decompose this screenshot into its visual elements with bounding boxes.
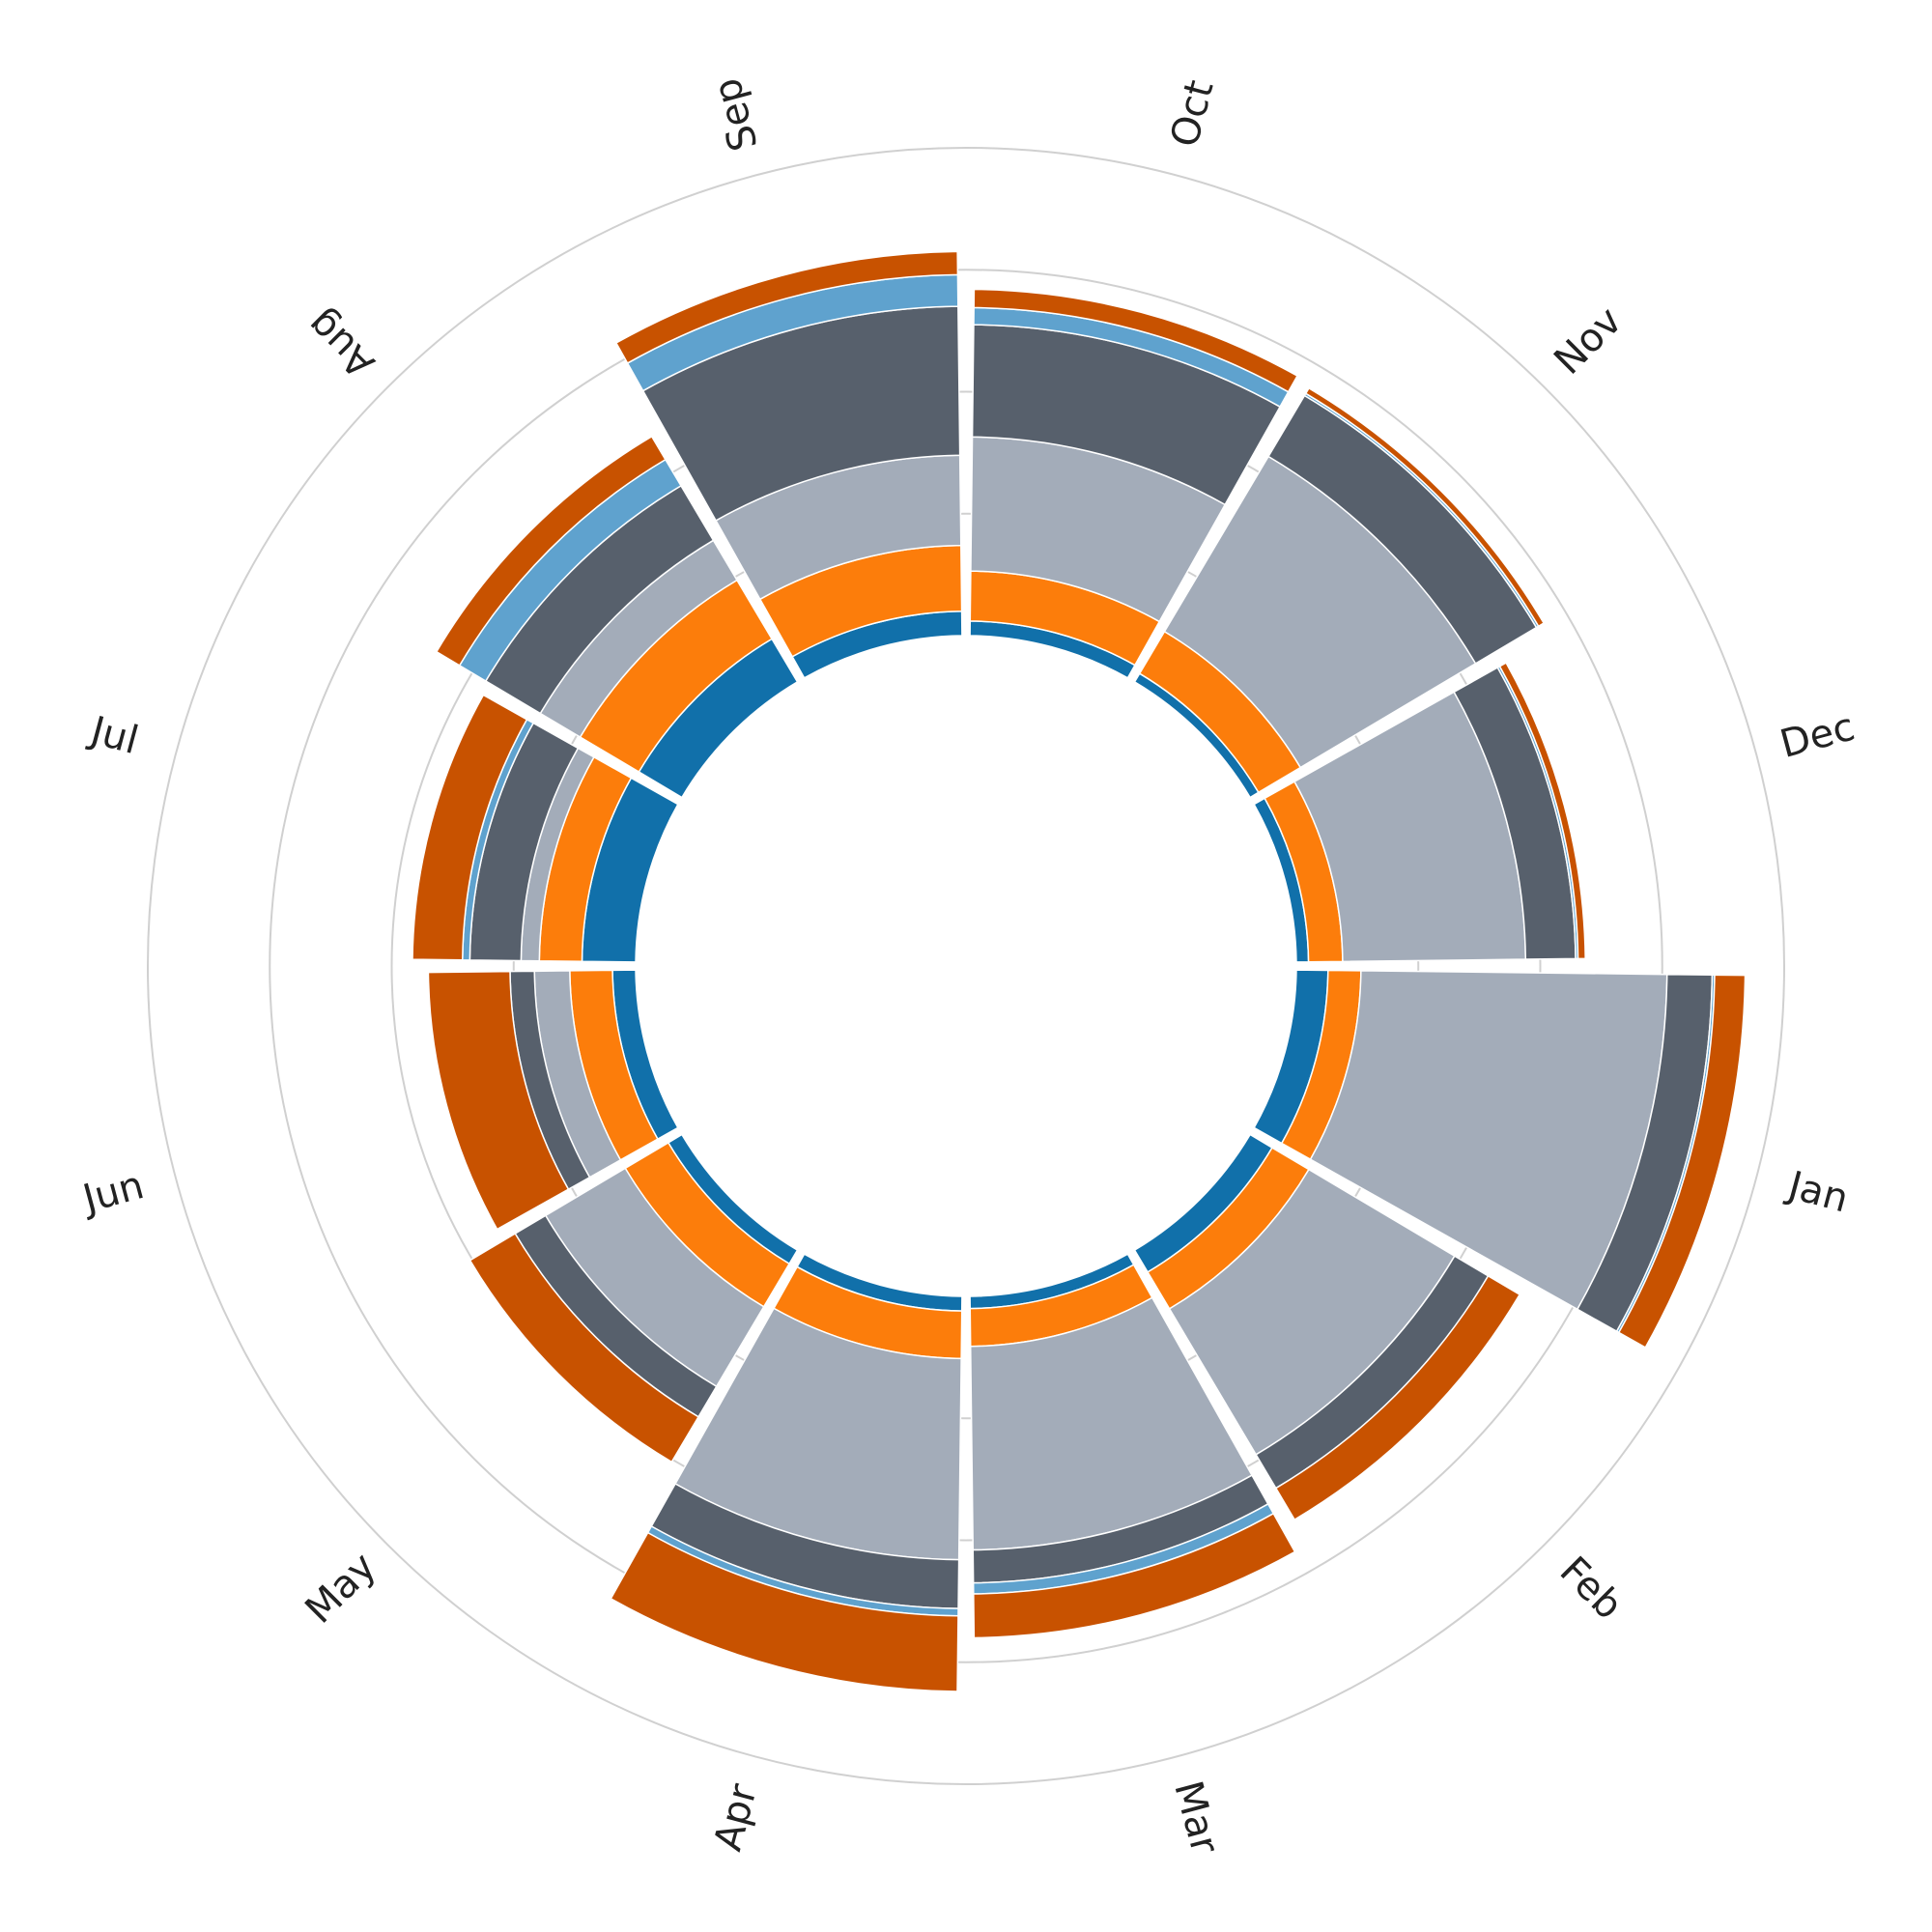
category-label: Jan xyxy=(1781,1162,1853,1221)
category-label: Jun xyxy=(76,1163,149,1222)
bar-segment xyxy=(610,1531,959,1692)
grid-circle xyxy=(390,390,1542,1542)
category-label: Sep xyxy=(705,73,767,156)
category-label: Nov xyxy=(1546,298,1631,384)
bar-segment xyxy=(1274,1274,1521,1521)
bar-segment xyxy=(973,288,1298,393)
bar-segment xyxy=(435,435,667,667)
bar-segment xyxy=(1617,974,1747,1349)
bar-segment xyxy=(427,970,570,1231)
category-label: Jul xyxy=(83,708,142,764)
category-label: Aug xyxy=(298,301,384,386)
bar-segment xyxy=(412,694,528,961)
category-label: Mar xyxy=(1165,1776,1227,1859)
category-label: Feb xyxy=(1551,1548,1632,1629)
grid-circle xyxy=(269,269,1663,1663)
bar-segment xyxy=(1304,386,1546,628)
grid-circle xyxy=(512,512,1420,1420)
bar-segment xyxy=(973,1512,1296,1639)
category-label: May xyxy=(297,1545,384,1633)
grid-circle xyxy=(147,147,1785,1785)
category-label: Apr xyxy=(706,1778,766,1855)
bar-segment xyxy=(614,250,959,364)
category-label: Dec xyxy=(1776,705,1860,767)
category-label: Oct xyxy=(1162,75,1222,152)
bar-segment xyxy=(469,1232,700,1463)
bar-segment xyxy=(1498,662,1586,960)
